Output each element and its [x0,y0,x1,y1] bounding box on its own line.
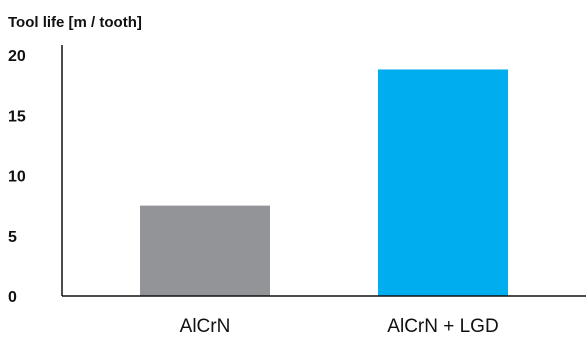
y-tick-label: 20 [8,48,26,65]
y-axis-label: Tool life [m / tooth] [8,14,142,31]
x-tick-label: AlCrN [180,316,231,337]
y-tick-labels: 0 5 10 15 20 [8,48,26,306]
y-tick-label: 15 [8,108,26,125]
bars [140,69,508,297]
y-tick-label: 10 [8,169,26,186]
bar-2 [378,69,508,297]
x-tick-labels: AlCrN AlCrN + LGD [180,316,499,337]
x-tick-label: AlCrN + LGD [387,316,498,337]
y-tick-label: 5 [8,229,17,246]
bar-1 [140,205,270,296]
y-tick-label: 0 [8,289,17,306]
